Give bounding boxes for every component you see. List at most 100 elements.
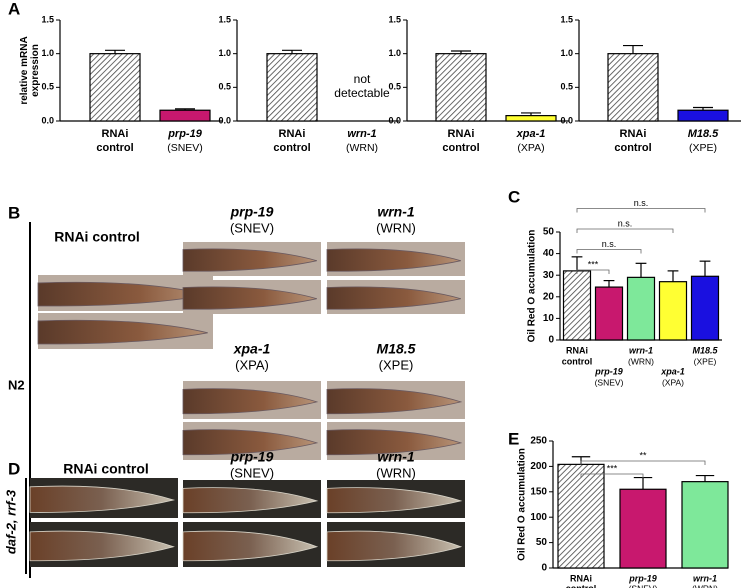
bar bbox=[562, 270, 592, 341]
worm bbox=[37, 319, 208, 345]
significance-label: ** bbox=[639, 450, 647, 460]
bar bbox=[619, 488, 667, 569]
condition-label: wrn-1 bbox=[377, 449, 415, 465]
significance-bracket bbox=[580, 460, 706, 465]
condition-label: prp-19 bbox=[230, 449, 274, 465]
worm bbox=[326, 429, 463, 456]
x-tick-label: RNAi bbox=[570, 573, 592, 583]
panel-letter: D bbox=[8, 459, 20, 478]
y-tick-label: 0.5 bbox=[218, 82, 231, 92]
bar bbox=[557, 463, 605, 569]
significance-label: *** bbox=[607, 463, 618, 473]
significance-label: n.s. bbox=[634, 198, 649, 208]
bar bbox=[505, 115, 557, 122]
x-tick-label: RNAi bbox=[566, 345, 588, 355]
panel-letter: E bbox=[508, 429, 519, 448]
condition-label: RNAi control bbox=[54, 229, 140, 245]
panel-letter: B bbox=[8, 203, 20, 222]
worm bbox=[326, 248, 461, 272]
significance-bracket bbox=[576, 228, 674, 233]
y-tick-label: 10 bbox=[543, 313, 555, 324]
condition-sub: (XPE) bbox=[379, 357, 414, 372]
y-axis-label: Oil Red O accumulation bbox=[517, 448, 528, 561]
x-tick-label: RNAi bbox=[102, 128, 129, 140]
y-tick-label: 1.5 bbox=[218, 14, 231, 24]
y-tick-label: 0.0 bbox=[41, 115, 54, 125]
worm bbox=[326, 530, 463, 562]
bar bbox=[594, 286, 624, 341]
condition-label: M18.5 bbox=[377, 341, 416, 357]
x-tick-label: (WRN) bbox=[346, 142, 378, 154]
bar bbox=[626, 276, 656, 341]
x-tick-label: (WRN) bbox=[628, 356, 654, 366]
x-tick-label: wrn-1 bbox=[347, 128, 376, 140]
bar bbox=[266, 53, 318, 122]
y-tick-label: 0 bbox=[541, 563, 547, 574]
x-tick-label: prp-19 bbox=[167, 128, 203, 140]
y-axis-label: Oil Red O accumulation bbox=[527, 230, 538, 343]
worm bbox=[326, 286, 461, 310]
worm bbox=[29, 485, 176, 513]
x-tick-label: RNAi bbox=[620, 128, 647, 140]
x-tick-label: (XPA) bbox=[517, 142, 544, 154]
y-tick-label: 30 bbox=[543, 270, 555, 281]
significance-bracket bbox=[580, 473, 644, 478]
panel-letter: A bbox=[8, 0, 20, 18]
x-tick-label: (XPA) bbox=[662, 377, 684, 387]
y-tick-label: 0.5 bbox=[41, 82, 54, 92]
condition-label: prp-19 bbox=[230, 204, 274, 220]
y-tick-label: 0.0 bbox=[388, 115, 401, 125]
worm bbox=[326, 388, 463, 415]
worm bbox=[182, 286, 317, 310]
y-tick-label: 250 bbox=[530, 436, 547, 447]
y-tick-label: 150 bbox=[530, 486, 547, 497]
y-tick-label: 1.5 bbox=[388, 14, 401, 24]
y-tick-label: 0.5 bbox=[388, 82, 401, 92]
x-tick-label: M18.5 bbox=[692, 345, 718, 355]
y-tick-label: 1.0 bbox=[218, 48, 231, 58]
y-axis-label: expression bbox=[30, 44, 41, 97]
y-tick-label: 50 bbox=[543, 227, 555, 238]
worm bbox=[326, 487, 463, 514]
x-tick-label: (WRN) bbox=[692, 583, 718, 588]
x-tick-label: (SNEV) bbox=[629, 583, 658, 588]
x-tick-label: control bbox=[614, 142, 651, 154]
worm bbox=[182, 429, 319, 456]
condition-sub: (WRN) bbox=[376, 465, 416, 480]
x-tick-label: (SNEV) bbox=[167, 142, 203, 154]
y-tick-label: 1.0 bbox=[560, 48, 573, 58]
x-tick-label: control bbox=[562, 356, 593, 366]
strain-label: N2 bbox=[8, 377, 25, 392]
strain-label: daf-2, rrf-3 bbox=[3, 489, 18, 554]
significance-label: n.s. bbox=[602, 239, 617, 249]
y-tick-label: 20 bbox=[543, 291, 555, 302]
annotation: detectable bbox=[334, 86, 390, 100]
y-tick-label: 200 bbox=[530, 461, 547, 472]
significance-bracket bbox=[576, 269, 610, 274]
y-tick-label: 0.0 bbox=[218, 115, 231, 125]
y-tick-label: 0 bbox=[548, 335, 554, 346]
condition-label: RNAi control bbox=[63, 461, 149, 477]
x-tick-label: control bbox=[273, 142, 310, 154]
x-tick-label: prp-19 bbox=[628, 573, 657, 583]
x-tick-label: xpa-1 bbox=[516, 128, 546, 140]
bar bbox=[159, 109, 211, 122]
x-tick-label: (SNEV) bbox=[595, 377, 624, 387]
x-tick-label: RNAi bbox=[279, 128, 306, 140]
y-tick-label: 0.5 bbox=[560, 82, 573, 92]
condition-sub: (SNEV) bbox=[230, 465, 274, 480]
significance-label: *** bbox=[588, 259, 599, 269]
x-tick-label: RNAi bbox=[448, 128, 475, 140]
condition-sub: (SNEV) bbox=[230, 220, 274, 235]
x-tick-label: control bbox=[442, 142, 479, 154]
condition-sub: (XPA) bbox=[235, 357, 269, 372]
x-tick-label: xpa-1 bbox=[660, 366, 685, 376]
worm bbox=[182, 248, 317, 272]
worm bbox=[182, 530, 319, 562]
worm bbox=[182, 388, 319, 415]
condition-sub: (WRN) bbox=[376, 220, 416, 235]
bar bbox=[435, 53, 487, 122]
x-tick-label: (XPE) bbox=[689, 142, 717, 154]
x-tick-label: control bbox=[566, 583, 597, 588]
